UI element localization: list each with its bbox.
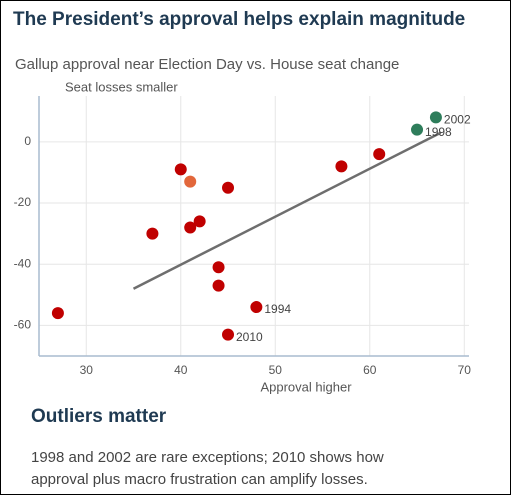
body-line: 1998 and 2002 are rare exceptions; 2010 …	[31, 449, 384, 466]
point	[51, 307, 64, 320]
trend-line	[132, 131, 442, 290]
x-tick-label: 30	[80, 363, 94, 377]
x-tick-label: 40	[174, 363, 188, 377]
x-axis-label: Approval higher	[260, 379, 352, 394]
y-axis-label: Seat losses smaller	[65, 79, 178, 94]
point-label: 1998	[425, 125, 452, 139]
point	[212, 261, 225, 274]
point	[174, 163, 187, 176]
point	[429, 111, 442, 124]
y-tick-label: 0	[24, 134, 31, 148]
chart-title: The President’s approval helps explain m…	[13, 9, 465, 30]
body-line: approval plus macro frustration can ampl…	[31, 471, 368, 488]
point	[193, 215, 206, 228]
chart-subtitle: Gallup approval near Election Day vs. Ho…	[15, 56, 399, 73]
point-label: 2010	[236, 330, 263, 344]
point	[373, 148, 386, 161]
point	[222, 328, 235, 341]
point	[250, 301, 263, 314]
x-tick-label: 50	[269, 363, 283, 377]
point	[411, 123, 424, 136]
point	[335, 160, 348, 173]
section-heading: Outliers matter	[31, 406, 167, 427]
y-tick-label: -20	[14, 195, 32, 209]
point	[184, 221, 197, 234]
point-label: 2002	[444, 113, 471, 127]
point	[146, 227, 159, 240]
point-label: 1994	[264, 302, 291, 316]
y-tick-label: -40	[14, 256, 32, 270]
point	[212, 279, 225, 292]
y-tick-label: -60	[14, 318, 32, 332]
x-tick-label: 60	[363, 363, 377, 377]
point	[184, 175, 197, 188]
point	[222, 181, 235, 194]
x-tick-label: 70	[458, 363, 472, 377]
